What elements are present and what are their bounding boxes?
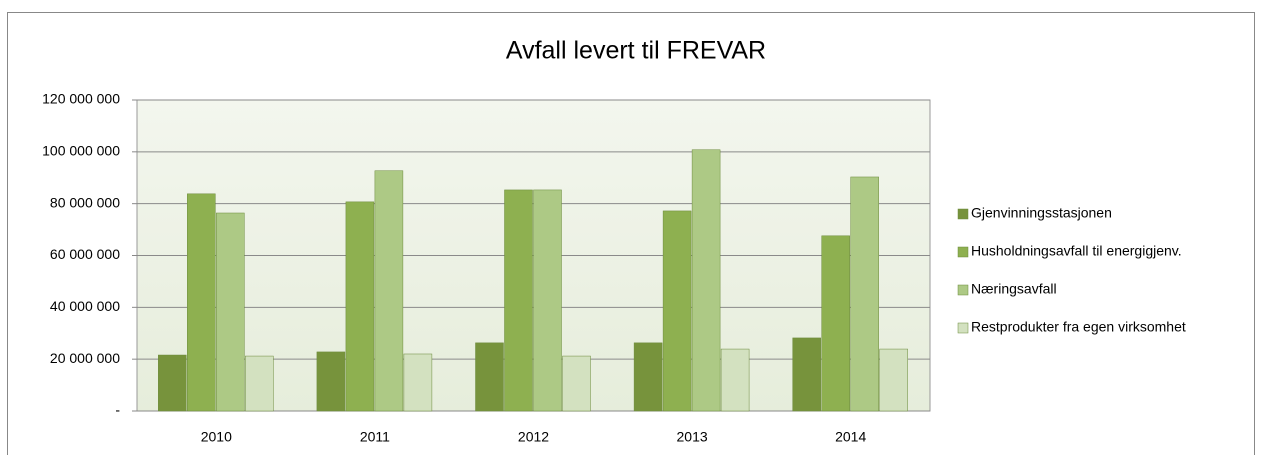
y-tick-label: - (115, 402, 120, 418)
bar (374, 170, 404, 412)
bar (345, 201, 375, 412)
bar (504, 189, 533, 412)
bar (533, 189, 562, 412)
chart-title: Avfall levert til FREVAR (506, 37, 766, 65)
x-tick-label: 2014 (835, 429, 866, 445)
legend-label: Gjenvinningsstasjonen (971, 205, 1112, 221)
legend-swatch (957, 246, 969, 258)
bar (562, 355, 591, 412)
legend-label: Husholdningsavfall til energigjenv. (971, 243, 1182, 259)
x-tick-label: 2010 (201, 429, 232, 445)
legend-swatch (957, 284, 969, 296)
bar (633, 342, 663, 412)
y-tick-label: 60 000 000 (50, 246, 120, 262)
bar (879, 348, 908, 412)
bar (245, 355, 274, 412)
bar (187, 193, 216, 412)
x-tick-label: 2012 (518, 429, 549, 445)
legend-swatch (957, 322, 969, 334)
bar (850, 176, 879, 412)
bar (403, 353, 433, 412)
bar (475, 342, 504, 412)
y-tick-label: 20 000 000 (50, 350, 120, 366)
legend-swatch (957, 208, 969, 220)
y-tick-label: 80 000 000 (50, 194, 120, 210)
y-tick-label: 100 000 000 (42, 143, 120, 159)
bar (792, 337, 821, 412)
bar (662, 210, 692, 412)
x-tick-label: 2013 (677, 429, 708, 445)
bar (720, 348, 750, 412)
bar (158, 354, 187, 412)
y-tick-label: 120 000 000 (42, 91, 120, 107)
bar (316, 351, 346, 412)
bar (216, 212, 245, 412)
bar (691, 149, 721, 412)
bar (821, 235, 850, 412)
y-tick-label: 40 000 000 (50, 298, 120, 314)
legend-label: Restprodukter fra egen virksomhet (971, 319, 1186, 335)
legend-label: Næringsavfall (971, 281, 1057, 297)
x-tick-label: 2011 (360, 429, 390, 445)
